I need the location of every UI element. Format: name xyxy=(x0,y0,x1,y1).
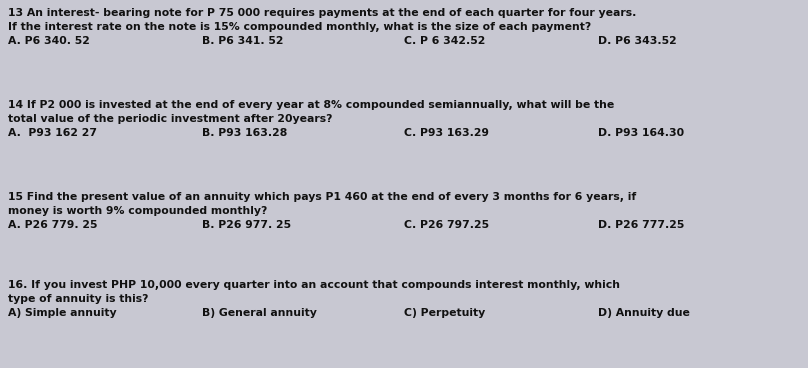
Text: D. P93 164.30: D. P93 164.30 xyxy=(598,128,684,138)
Text: C) Perpetuity: C) Perpetuity xyxy=(404,308,486,318)
Text: C. P26 797.25: C. P26 797.25 xyxy=(404,220,489,230)
Text: 15 Find the present value of an annuity which pays P1 460 at the end of every 3 : 15 Find the present value of an annuity … xyxy=(8,192,637,202)
Text: B. P6 341. 52: B. P6 341. 52 xyxy=(202,36,284,46)
Text: 16. If you invest PHP 10,000 every quarter into an account that compounds intere: 16. If you invest PHP 10,000 every quart… xyxy=(8,280,620,290)
Text: type of annuity is this?: type of annuity is this? xyxy=(8,294,149,304)
Text: total value of the periodic investment after 20years?: total value of the periodic investment a… xyxy=(8,114,333,124)
Text: A.  P93 162 27: A. P93 162 27 xyxy=(8,128,97,138)
Text: money is worth 9% compounded monthly?: money is worth 9% compounded monthly? xyxy=(8,206,267,216)
Text: D. P26 777.25: D. P26 777.25 xyxy=(598,220,684,230)
Text: B. P26 977. 25: B. P26 977. 25 xyxy=(202,220,291,230)
Text: A. P26 779. 25: A. P26 779. 25 xyxy=(8,220,98,230)
Text: B. P93 163.28: B. P93 163.28 xyxy=(202,128,288,138)
Text: A. P6 340. 52: A. P6 340. 52 xyxy=(8,36,90,46)
Text: D. P6 343.52: D. P6 343.52 xyxy=(598,36,676,46)
Text: 13 An interest- bearing note for P 75 000 requires payments at the end of each q: 13 An interest- bearing note for P 75 00… xyxy=(8,8,637,18)
Text: C. P 6 342.52: C. P 6 342.52 xyxy=(404,36,486,46)
Text: D) Annuity due: D) Annuity due xyxy=(598,308,690,318)
Text: 14 If P2 000 is invested at the end of every year at 8% compounded semiannually,: 14 If P2 000 is invested at the end of e… xyxy=(8,100,614,110)
Text: A) Simple annuity: A) Simple annuity xyxy=(8,308,116,318)
Text: B) General annuity: B) General annuity xyxy=(202,308,317,318)
Text: If the interest rate on the note is 15% compounded monthly, what is the size of : If the interest rate on the note is 15% … xyxy=(8,22,591,32)
Text: C. P93 163.29: C. P93 163.29 xyxy=(404,128,489,138)
